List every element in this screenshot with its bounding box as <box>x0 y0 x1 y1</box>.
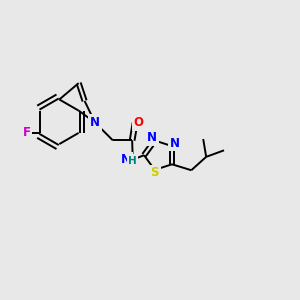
Text: H: H <box>128 156 136 166</box>
Text: N: N <box>147 131 157 144</box>
Text: S: S <box>151 167 159 179</box>
Text: O: O <box>134 116 144 129</box>
Text: N: N <box>169 136 179 150</box>
Text: N: N <box>90 116 100 129</box>
Text: N: N <box>121 153 131 166</box>
Text: F: F <box>23 126 31 140</box>
